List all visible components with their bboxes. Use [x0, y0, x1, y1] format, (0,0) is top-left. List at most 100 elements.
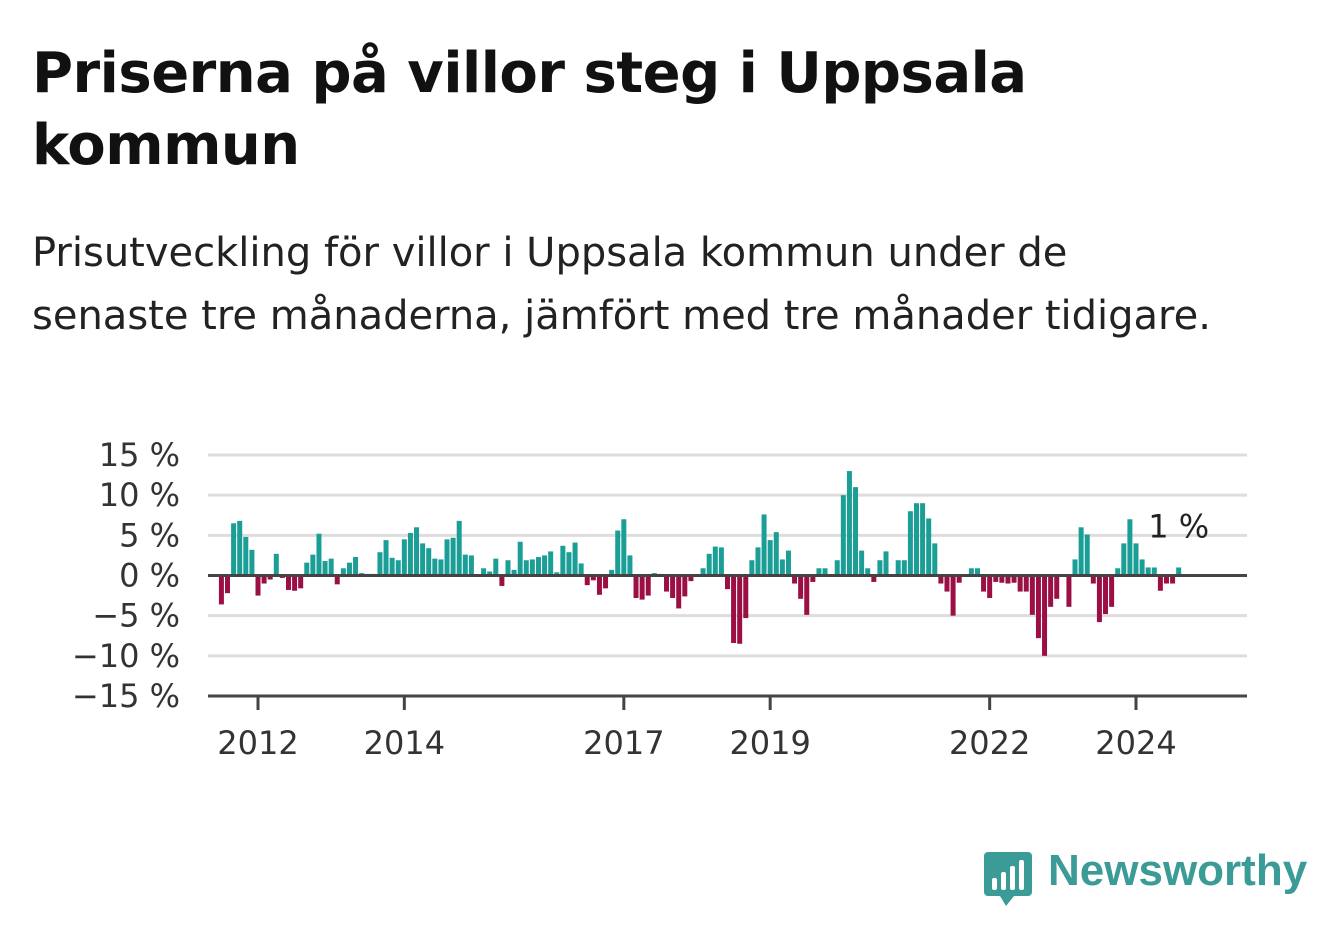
y-tick-label: 0 % — [119, 557, 180, 595]
y-tick-label: −15 % — [72, 677, 180, 715]
bar — [218, 575, 224, 605]
bar — [743, 575, 749, 619]
bar — [1096, 575, 1102, 623]
bar — [346, 562, 352, 576]
chart-subtitle: Prisutveckling för villor i Uppsala komm… — [32, 230, 1211, 339]
bar — [243, 536, 249, 576]
bar — [798, 575, 804, 599]
bar — [1005, 575, 1011, 584]
bar — [926, 518, 932, 576]
bar — [426, 548, 432, 576]
bar — [596, 575, 602, 595]
bar — [304, 562, 310, 576]
bar — [584, 575, 590, 586]
bar — [261, 575, 267, 584]
bar — [517, 541, 523, 576]
bar — [255, 575, 261, 596]
bar — [334, 575, 340, 585]
bar — [755, 547, 761, 576]
bar — [438, 559, 444, 576]
bar — [231, 523, 237, 576]
bar — [548, 551, 554, 576]
bar — [590, 575, 596, 581]
bar — [670, 575, 676, 598]
bar — [968, 568, 974, 576]
bar — [859, 550, 865, 576]
bar — [615, 530, 621, 576]
bar — [444, 539, 450, 576]
bar — [493, 558, 499, 576]
bar — [316, 533, 322, 576]
bar — [816, 568, 822, 576]
bar — [950, 575, 956, 616]
y-tick-label: 10 % — [99, 476, 180, 514]
bar — [505, 560, 511, 576]
bar — [877, 560, 883, 576]
bar — [267, 575, 273, 580]
bar — [609, 569, 615, 576]
bar — [1090, 575, 1096, 584]
x-tick-label: 2017 — [583, 724, 664, 762]
bar — [1151, 567, 1157, 576]
bar — [237, 520, 243, 576]
bar — [822, 568, 828, 576]
bar — [456, 520, 462, 576]
y-tick-label: 5 % — [119, 516, 180, 554]
bar-chart: 15 %10 %5 %0 %−5 %−10 %−15 % 2012 2014 201… — [72, 436, 1247, 762]
bar — [633, 575, 639, 598]
bar — [1084, 534, 1090, 576]
bar — [566, 552, 572, 576]
bar — [377, 552, 383, 576]
y-tick-label: −10 % — [72, 637, 180, 675]
bar — [920, 503, 926, 576]
bar — [1163, 575, 1169, 584]
chart-title: Priserna på villor steg i Uppsala kommun — [32, 41, 1027, 178]
bar — [767, 540, 773, 576]
bar — [1103, 575, 1109, 615]
bar — [499, 575, 505, 586]
axes — [208, 574, 1247, 698]
bar — [1017, 575, 1023, 592]
brand-name: Newsworthy — [1048, 846, 1308, 895]
bar — [481, 568, 487, 576]
bar — [468, 555, 474, 576]
bar — [285, 575, 291, 590]
bar — [1011, 575, 1017, 583]
bar — [401, 539, 407, 576]
bar — [682, 575, 688, 597]
bar — [914, 503, 919, 576]
bar — [840, 495, 846, 576]
bar — [603, 575, 609, 589]
bar — [1042, 575, 1048, 656]
bar — [578, 563, 584, 576]
bar — [353, 557, 359, 576]
bar — [1145, 567, 1151, 576]
bar — [664, 575, 670, 592]
bar — [511, 569, 517, 576]
bar — [731, 575, 737, 643]
bar — [273, 553, 279, 576]
bar — [249, 549, 255, 576]
bar — [621, 519, 627, 576]
bar — [706, 553, 712, 576]
bar — [639, 575, 645, 600]
bar — [407, 532, 413, 576]
bar — [383, 540, 389, 576]
bar — [1115, 568, 1121, 576]
bar — [225, 575, 231, 594]
bar — [389, 557, 395, 576]
bar — [993, 575, 999, 582]
bar — [414, 527, 420, 576]
bar — [1109, 575, 1115, 607]
x-tick-label: 2012 — [217, 724, 298, 762]
bar — [572, 542, 578, 576]
bar — [944, 575, 950, 592]
bar — [298, 575, 304, 589]
bar — [328, 558, 334, 576]
bar — [560, 545, 566, 576]
bar — [1121, 543, 1127, 576]
bar — [627, 555, 633, 576]
bar — [773, 532, 779, 576]
bar — [1023, 575, 1029, 592]
bar — [554, 572, 560, 576]
